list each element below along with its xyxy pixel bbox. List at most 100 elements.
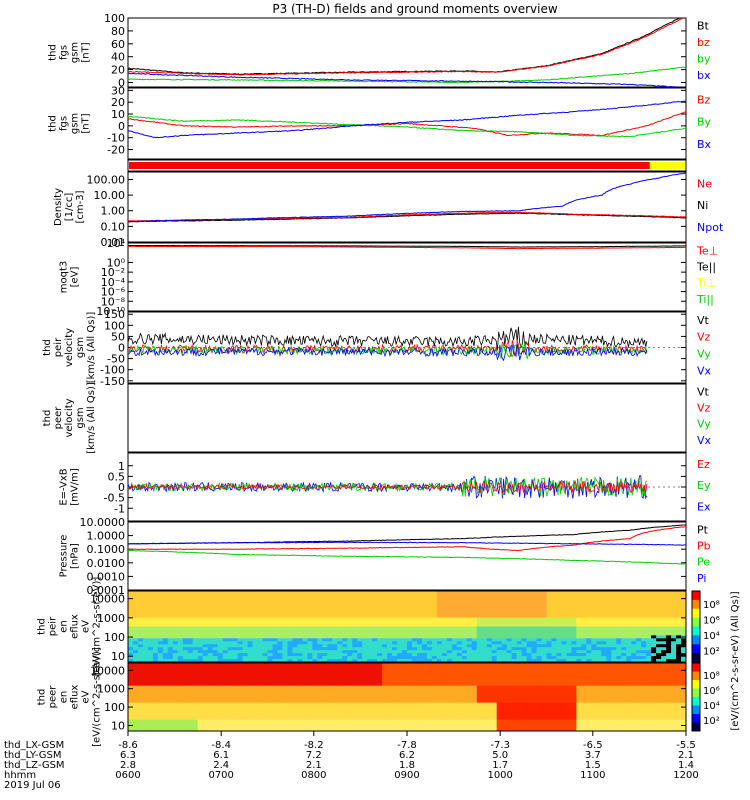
heatmap-cell — [471, 650, 478, 654]
heatmap-cell — [571, 682, 577, 687]
heatmap-cell — [586, 659, 592, 662]
heatmap-cell — [646, 699, 652, 704]
heatmap-cell — [202, 659, 209, 662]
heatmap-cell — [511, 663, 518, 667]
heatmap-cell — [262, 635, 269, 639]
heatmap-cell — [222, 602, 229, 607]
heatmap-cell — [416, 611, 423, 616]
heatmap-cell — [626, 653, 632, 657]
heatmap-cell — [287, 685, 294, 690]
heatmap-cell — [666, 694, 672, 698]
heatmap-cell — [137, 708, 144, 712]
heatmap-cell — [446, 611, 453, 616]
heatmap-cell — [571, 674, 577, 678]
heatmap-cell — [227, 665, 234, 670]
heatmap-cell — [232, 647, 239, 651]
ytick-label: 0 — [118, 76, 125, 89]
heatmap-cell — [456, 711, 463, 715]
ytick-label: 1.0000 — [87, 530, 126, 543]
heatmap-cell — [486, 650, 493, 654]
heatmap-cell — [581, 682, 587, 687]
heatmap-cell — [556, 620, 563, 625]
heatmap-cell — [646, 611, 652, 616]
heatmap-cell — [272, 650, 279, 654]
heatmap-cell — [486, 694, 493, 698]
heatmap-cell — [446, 602, 453, 607]
heatmap-cell — [451, 623, 458, 628]
heatmap-cell — [327, 638, 333, 642]
heatmap-cell — [162, 611, 169, 616]
heatmap-cell — [272, 656, 279, 660]
heatmap-cell — [501, 626, 508, 631]
heatmap-cell — [661, 699, 667, 704]
heatmap-cell — [262, 656, 269, 660]
heatmap-cell — [307, 605, 313, 610]
heatmap-cell — [362, 608, 368, 613]
heatmap-cell — [392, 697, 398, 701]
heatmap-cell — [456, 656, 463, 660]
heatmap-cell — [581, 659, 587, 662]
heatmap-cell — [407, 593, 413, 598]
heatmap-cell — [646, 691, 652, 695]
heatmap-cell — [182, 629, 189, 634]
heatmap-cell — [661, 668, 667, 673]
heatmap-cell — [616, 705, 622, 709]
heatmap-cell — [626, 694, 632, 698]
heatmap-cell — [307, 632, 313, 636]
heatmap-cell — [506, 638, 513, 642]
heatmap-cell — [397, 623, 403, 628]
heatmap-cell — [232, 671, 239, 675]
heatmap-cell — [162, 647, 169, 651]
heatmap-cell — [571, 623, 577, 628]
heatmap-cell — [312, 685, 318, 690]
heatmap-cell — [456, 677, 463, 681]
heatmap-cell — [531, 626, 538, 631]
heatmap-cell — [411, 688, 418, 692]
heatmap-cell — [128, 691, 134, 695]
heatmap-cell — [257, 599, 264, 604]
heatmap-cell — [576, 644, 582, 648]
heatmap-cell — [611, 623, 617, 628]
heatmap-cell — [531, 611, 538, 616]
heatmap-cell — [202, 682, 209, 687]
ytick-label: 0.0010 — [87, 570, 126, 583]
heatmap-cell — [581, 656, 587, 660]
heatmap-cell — [416, 705, 423, 709]
heatmap-cell — [192, 608, 199, 613]
heatmap-cell — [541, 596, 548, 601]
heatmap-cell — [641, 632, 647, 636]
heatmap-cell — [337, 699, 343, 704]
panel-frame-density — [127, 171, 687, 243]
heatmap-cell — [192, 705, 199, 709]
heatmap-cell — [586, 644, 592, 648]
heatmap-cell — [247, 653, 254, 657]
heatmap-cell — [501, 711, 508, 715]
heatmap-cell — [561, 659, 568, 662]
heatmap-cell — [128, 682, 134, 687]
heatmap-cell — [362, 663, 368, 667]
heatmap-cell — [172, 608, 179, 613]
heatmap-cell — [481, 593, 488, 598]
heatmap-cell — [142, 638, 149, 642]
heatmap-cell — [327, 623, 333, 628]
heatmap-cell — [322, 711, 328, 715]
heatmap-cell — [591, 685, 597, 690]
heatmap-cell — [541, 620, 548, 625]
heatmap-cell — [461, 697, 468, 701]
heatmap-cell — [436, 677, 443, 681]
heatmap-cell — [157, 663, 164, 667]
heatmap-cell — [277, 617, 284, 622]
heatmap-cell — [277, 641, 284, 645]
heatmap-cell — [641, 644, 647, 648]
heatmap-cell — [232, 677, 239, 681]
heatmap-cell — [606, 671, 612, 675]
heatmap-cell — [501, 623, 508, 628]
heatmap-cell — [556, 697, 563, 701]
heatmap-cell — [192, 641, 199, 645]
heatmap-cell — [571, 685, 577, 690]
heatmap-cell — [402, 674, 408, 678]
heatmap-cell — [202, 705, 209, 709]
heatmap-cell — [272, 711, 279, 715]
heatmap-cell — [651, 620, 657, 625]
heatmap-cell — [566, 656, 573, 660]
